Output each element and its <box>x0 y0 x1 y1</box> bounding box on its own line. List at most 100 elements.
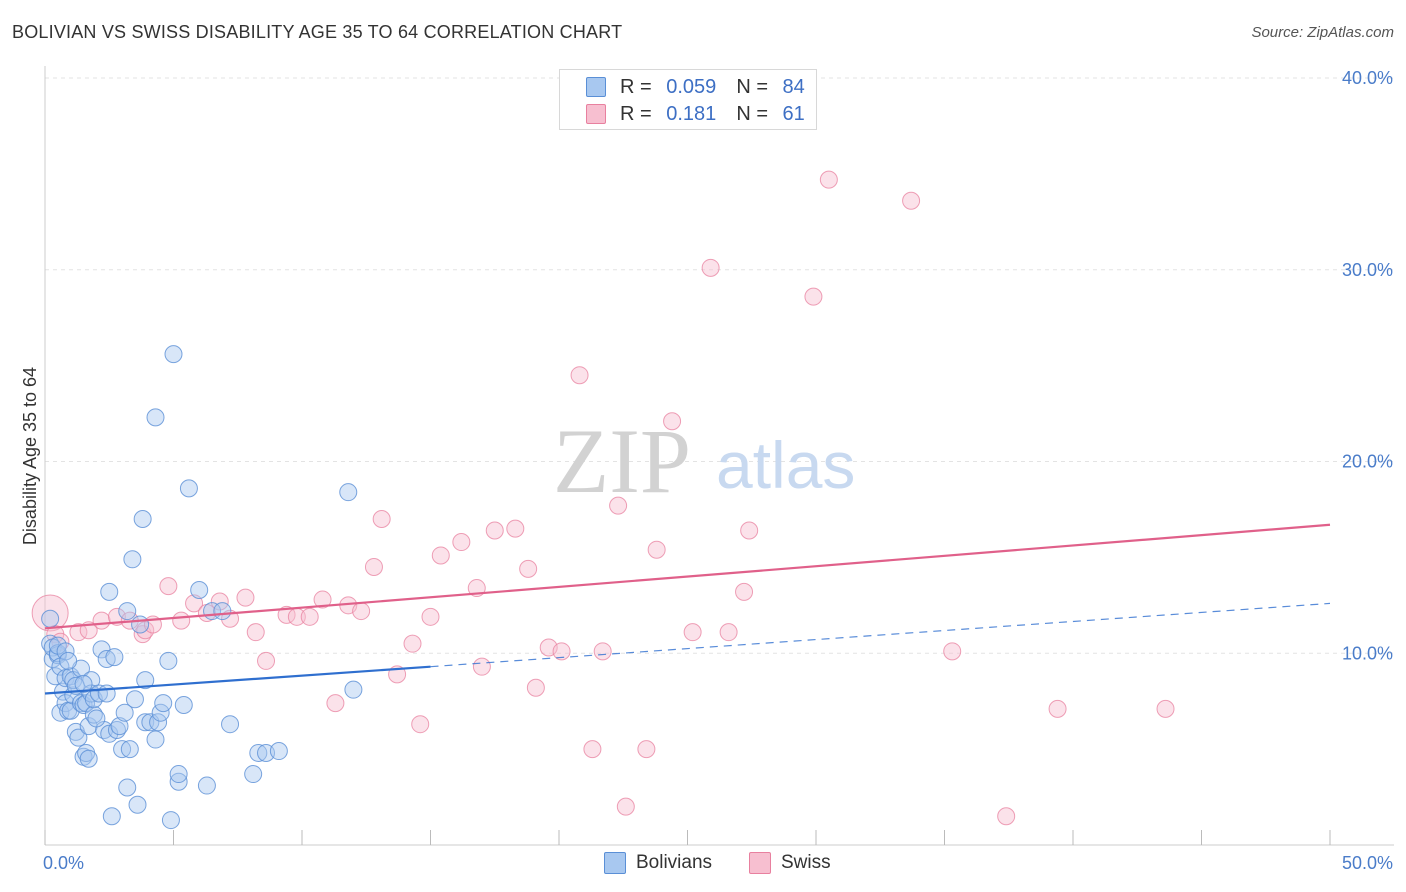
swiss-point <box>616 797 635 816</box>
legend-n-label: N = <box>736 75 769 98</box>
legend-r-label: R = <box>620 102 652 125</box>
swiss-point <box>246 623 265 642</box>
swiss-point <box>701 258 720 277</box>
grid-lines <box>45 77 1394 654</box>
swiss-point <box>257 651 276 670</box>
swiss-points <box>31 170 1175 826</box>
bolivian-point <box>100 582 119 601</box>
swiss-point <box>647 540 666 559</box>
swiss-point <box>997 807 1016 826</box>
bolivian-point <box>244 765 263 784</box>
legend-r-label: R = <box>620 75 652 98</box>
bolivian-point <box>339 483 358 502</box>
x-tick-label: 0.0% <box>43 853 84 873</box>
bottom-legend-bolivians: Bolivians <box>604 852 712 874</box>
y-tick-label: 10.0% <box>1342 643 1393 663</box>
swiss-point <box>431 546 450 565</box>
legend-n-value: 61 <box>782 102 805 125</box>
swiss-point <box>583 740 602 759</box>
bolivian-point <box>249 743 268 762</box>
legend-r-value: 0.181 <box>666 102 717 125</box>
bolivian-point <box>97 650 116 669</box>
swiss-point <box>411 715 430 734</box>
swiss-point <box>593 642 612 661</box>
watermark-zip-text: ZIP <box>553 410 691 512</box>
swiss-point <box>159 577 178 596</box>
bolivian-point <box>269 742 288 761</box>
bolivian-point <box>164 345 183 364</box>
trend-lines <box>44 523 1331 695</box>
swiss-point <box>452 533 471 552</box>
swiss-point <box>172 611 191 630</box>
swiss-point <box>472 657 491 676</box>
chart-title: BOLIVIAN VS SWISS DISABILITY AGE 35 TO 6… <box>12 22 623 42</box>
y-tick-label: 40.0% <box>1342 68 1393 88</box>
bolivian-point <box>69 728 88 747</box>
bolivian-point <box>118 778 137 797</box>
bolivians-swatch <box>586 77 606 97</box>
bolivian-points <box>41 345 363 830</box>
bolivian-point <box>131 615 150 634</box>
swiss-point <box>943 642 962 661</box>
legend-n-label: N = <box>736 102 769 125</box>
swiss-swatch <box>586 104 606 124</box>
bolivian-point <box>79 749 98 768</box>
swiss-point <box>637 740 656 759</box>
bolivian-point <box>97 684 116 703</box>
y-axis-label: Disability Age 35 to 64 <box>20 367 40 545</box>
bolivian-point <box>74 674 93 693</box>
swiss-point <box>352 602 371 621</box>
bolivian-point <box>123 550 142 569</box>
legend-row-swiss: R = 0.181 N = 61 <box>586 101 814 127</box>
swiss-point <box>506 519 525 538</box>
swiss-point <box>804 287 823 306</box>
swiss-point <box>552 642 571 661</box>
bolivian-point <box>41 609 60 628</box>
bolivian-point <box>154 694 173 713</box>
bolivian-point <box>221 715 240 734</box>
watermark: ZIP atlas <box>553 410 855 512</box>
bolivian-point <box>48 644 67 663</box>
bolivian-point <box>87 709 106 728</box>
swiss-point <box>372 510 391 529</box>
bolivians-trend-line <box>44 665 431 695</box>
bolivian-point <box>169 772 188 791</box>
bolivians-label: Bolivians <box>636 852 713 873</box>
bolivian-point <box>133 510 152 529</box>
swiss-point <box>519 559 538 578</box>
bolivian-point <box>169 765 188 784</box>
swiss-point <box>819 170 838 189</box>
swiss-point <box>485 521 504 540</box>
tick-labels: 10.0% 20.0% 30.0% 40.0% 0.0% 50.0% <box>43 68 1393 873</box>
legend-row-bolivians: R = 0.059 N = 84 <box>586 74 814 100</box>
bottom-legend-swiss: Swiss <box>749 852 831 874</box>
swiss-point <box>31 594 69 632</box>
bolivian-point <box>159 651 178 670</box>
bolivian-point <box>136 713 155 732</box>
swiss-point <box>526 678 545 697</box>
swiss-point <box>326 694 345 713</box>
swiss-point <box>719 623 738 642</box>
swiss-point <box>313 590 332 609</box>
swiss-point <box>663 412 682 431</box>
watermark-atlas-text: atlas <box>716 428 855 502</box>
swiss-point <box>92 611 111 630</box>
swiss-point <box>609 496 628 515</box>
bolivian-point <box>344 680 363 699</box>
x-tick-label: 50.0% <box>1342 853 1393 873</box>
swiss-point <box>300 607 319 626</box>
bolivian-point <box>105 648 124 667</box>
swiss-point <box>683 623 702 642</box>
bolivian-point <box>120 740 139 759</box>
y-tick-label: 20.0% <box>1342 452 1393 472</box>
bolivian-point <box>115 703 134 722</box>
bolivian-point <box>146 730 165 749</box>
swiss-point <box>421 607 440 626</box>
swiss-point <box>740 521 759 540</box>
axes <box>44 66 1394 846</box>
bolivian-point <box>197 776 216 795</box>
bolivian-point <box>102 807 121 826</box>
bolivian-point <box>113 740 132 759</box>
bolivian-point <box>174 696 193 715</box>
swiss-point <box>735 582 754 601</box>
